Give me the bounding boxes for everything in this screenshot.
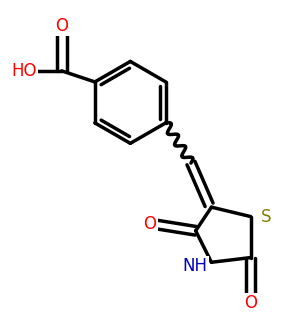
Text: HO: HO xyxy=(11,62,37,80)
Text: S: S xyxy=(261,208,272,226)
Text: NH: NH xyxy=(182,257,208,275)
Text: O: O xyxy=(244,294,257,312)
Text: O: O xyxy=(143,215,157,234)
Text: O: O xyxy=(55,17,68,35)
